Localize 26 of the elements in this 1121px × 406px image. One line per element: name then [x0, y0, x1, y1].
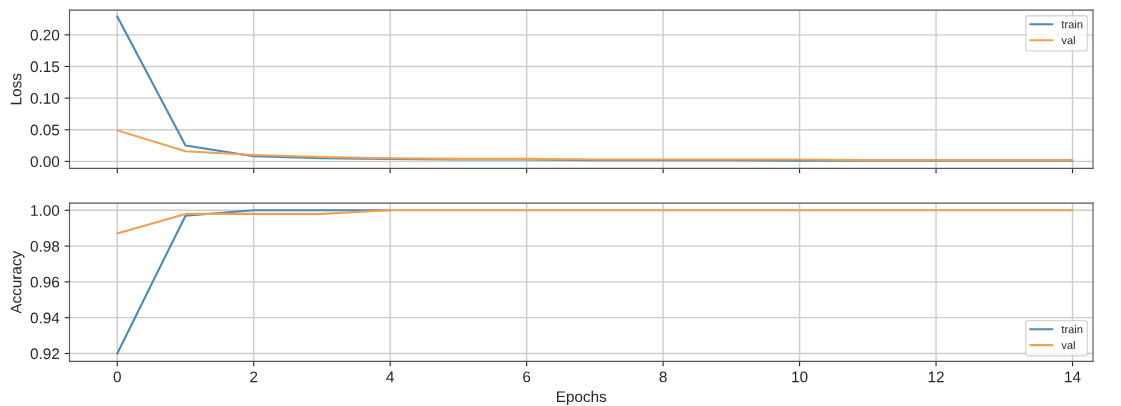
y-tick-label: 0.98	[30, 240, 60, 252]
line-series	[116, 129, 1074, 162]
y-tick-label: 0.92	[30, 348, 60, 360]
x-tick-label: 14	[1065, 371, 1081, 383]
x-tick-label: 4	[386, 371, 394, 383]
y-tick-label: 0.20	[30, 29, 60, 41]
x-tick-label: 6	[523, 371, 531, 383]
legend-label: train	[1061, 325, 1083, 334]
y-tick-label: 0.94	[30, 312, 60, 324]
x-tick-label: 8	[659, 371, 667, 383]
y-axis-title: Loss	[10, 73, 22, 105]
y-tick-label: 0.96	[30, 276, 60, 288]
x-tick-label: 0	[113, 371, 121, 383]
y-axis-title: Accuracy	[10, 250, 25, 314]
x-axis-title: Epochs	[557, 390, 607, 406]
y-tick-label: 1.00	[31, 205, 60, 216]
y-tick-label: 0.15	[30, 61, 60, 73]
x-tick-label: 2	[250, 371, 258, 383]
y-tick-label: 0.05	[30, 124, 60, 136]
legend-label: val	[1061, 340, 1075, 350]
x-tick-label: 10	[792, 371, 808, 383]
x-tick-label: 12	[928, 371, 944, 383]
legend-label: train	[1061, 20, 1083, 29]
y-tick-label: 0.00	[30, 156, 60, 168]
y-tick-label: 0.10	[30, 92, 60, 104]
legend-label: val	[1061, 36, 1075, 45]
